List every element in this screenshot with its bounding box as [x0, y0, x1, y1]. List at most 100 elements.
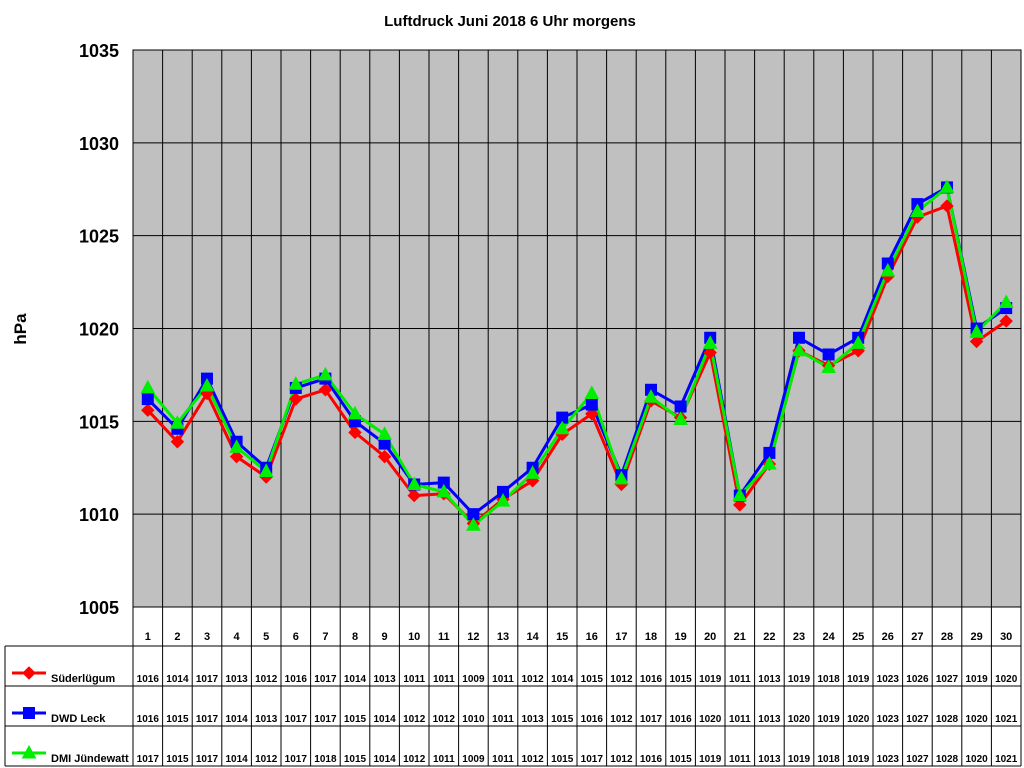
x-tick-label: 17: [615, 631, 627, 643]
table-value: 1027: [936, 674, 959, 685]
series-markers: [140, 179, 1014, 531]
table-value: 1015: [669, 674, 692, 685]
table-value: 1015: [669, 754, 692, 765]
table-value: 1009: [462, 754, 485, 765]
y-tick-label: 1020: [79, 320, 119, 340]
marker-square: [793, 331, 805, 344]
marker-triangle: [969, 324, 984, 338]
table-value: 1013: [255, 714, 278, 725]
marker-diamond: [22, 666, 36, 680]
table-value: 1013: [758, 674, 781, 685]
marker-diamond: [585, 407, 599, 421]
table-value: 1013: [758, 754, 781, 765]
x-tick-label: 2: [174, 631, 180, 643]
legend-label: DMI Jündewatt: [51, 753, 129, 765]
marker-square: [674, 400, 687, 413]
y-tick-label: 1035: [79, 41, 119, 61]
table-value: 1016: [669, 714, 692, 725]
table-value: 1018: [817, 674, 840, 685]
table-value: 1028: [936, 754, 959, 765]
table-value: 1009: [462, 674, 485, 685]
table-value: 1019: [965, 674, 988, 685]
table-value: 1017: [581, 754, 604, 765]
table-value: 1017: [314, 714, 337, 725]
table-value: 1019: [817, 714, 840, 725]
table-value: 1015: [344, 754, 367, 765]
x-tick-label: 12: [467, 631, 479, 643]
x-tick-label: 24: [822, 631, 835, 643]
marker-diamond: [733, 498, 747, 512]
x-tick-label: 22: [763, 631, 775, 643]
table-value: 1015: [166, 754, 189, 765]
x-tick-label: 4: [234, 631, 241, 643]
table-value: 1012: [610, 714, 633, 725]
table-value: 1013: [225, 674, 248, 685]
marker-triangle: [939, 179, 955, 193]
data-table: 1 2 3 4 5 6 7 8 9 10 11 12 13 14 15 16 17 18 19 20 21 22 23 24 2…: [4, 631, 1021, 767]
y-tick-label: 1015: [79, 412, 119, 432]
marker-diamond: [999, 314, 1013, 328]
x-tick-label: 10: [408, 631, 420, 643]
marker-triangle: [347, 405, 363, 420]
table-value: 1011: [729, 674, 751, 685]
marker-triangle: [584, 385, 600, 399]
marker-triangle: [170, 415, 185, 429]
legend-label: DWD Leck: [51, 713, 106, 725]
marker-triangle: [732, 487, 748, 502]
marker-diamond: [348, 425, 362, 440]
x-tick-label: 7: [322, 631, 328, 643]
table-value: 1014: [225, 754, 248, 765]
marker-triangle: [702, 335, 718, 349]
marker-triangle: [318, 366, 333, 381]
marker-triangle: [998, 294, 1014, 309]
marker-triangle: [643, 389, 659, 403]
table-value: 1015: [344, 714, 367, 725]
x-tick-label: 6: [293, 631, 299, 643]
table-value: 1027: [906, 754, 929, 765]
table-value: 1023: [877, 754, 900, 765]
table-value: 1016: [640, 674, 663, 685]
marker-diamond: [289, 392, 303, 406]
table-value: 1011: [492, 674, 514, 685]
marker-square: [23, 707, 35, 719]
table-value: 1014: [373, 714, 396, 725]
x-tick-label: 23: [793, 631, 805, 643]
table-value: 1012: [521, 754, 544, 765]
table-value: 1015: [166, 714, 189, 725]
table-value: 1014: [225, 714, 248, 725]
x-tick-label: 1: [145, 631, 151, 643]
table-value: 1020: [965, 714, 988, 725]
table-value: 1012: [403, 714, 426, 725]
table-value: 1012: [403, 754, 426, 765]
table-value: 1017: [137, 754, 160, 765]
table-value: 1021: [995, 754, 1018, 765]
marker-triangle: [614, 470, 629, 485]
table-value: 1019: [847, 754, 870, 765]
table-value: 1018: [314, 754, 337, 765]
table-value: 1011: [729, 714, 751, 725]
table-value: 1019: [699, 754, 722, 765]
x-tick-label: 30: [1000, 631, 1012, 643]
x-tick-label: 26: [882, 631, 894, 643]
table-value: 1015: [551, 754, 574, 765]
marker-triangle: [229, 439, 244, 453]
x-tick-label: 19: [674, 631, 686, 643]
chart-title: Luftdruck Juni 2018 6 Uhr morgens: [384, 13, 636, 30]
marker-triangle: [554, 420, 570, 435]
marker-square: [822, 348, 835, 361]
marker-diamond: [940, 199, 954, 213]
y-tick-label: 1025: [79, 227, 119, 247]
table-value: 1020: [699, 714, 722, 725]
table-value: 1015: [581, 674, 604, 685]
table-value: 1020: [847, 714, 870, 725]
table-value: 1027: [906, 714, 929, 725]
table-value: 1013: [521, 714, 544, 725]
table-value: 1012: [610, 674, 633, 685]
table-value: 1016: [581, 714, 604, 725]
marker-square: [585, 398, 598, 411]
table-value: 1020: [995, 674, 1018, 685]
table-value: 1010: [462, 714, 485, 725]
x-tick-label: 25: [852, 631, 864, 643]
x-tick-label: 16: [586, 631, 598, 643]
